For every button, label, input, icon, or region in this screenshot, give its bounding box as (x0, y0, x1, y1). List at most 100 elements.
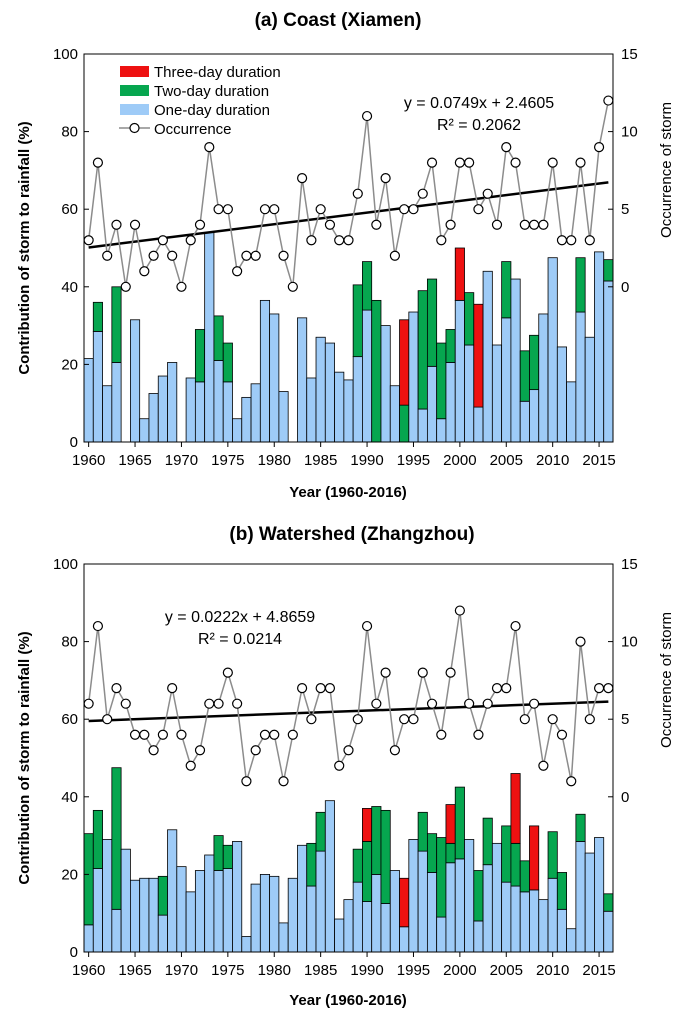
occurrence-point-1968 (157, 729, 168, 740)
bar-one-day-1999 (445, 862, 456, 953)
bar-one-day-2007 (519, 400, 530, 443)
bar-two-day-1989 (352, 284, 363, 358)
bar-one-day-1976 (232, 841, 243, 953)
bar-one-day-1995 (408, 839, 419, 953)
occurrence-point-1990 (361, 620, 373, 632)
bar-one-day-1989 (352, 356, 363, 443)
occurrence-point-1960 (83, 698, 94, 709)
y2-tick-label: 0 (621, 789, 629, 806)
y-tick-label: 0 (70, 944, 78, 961)
bar-one-day-1964 (120, 848, 131, 953)
bar-two-day-2008 (529, 334, 540, 391)
legend-label-two-day: Two-day duration (154, 83, 269, 100)
occurrence-point-1988 (343, 235, 354, 246)
occurrence-point-2015 (593, 142, 605, 153)
chart-panel-coast: (a) Coast (Xiamen) 0 20 40 60 80 100 0 5 10 15 1… (16, 10, 675, 501)
bar-one-day-2007 (519, 891, 530, 953)
y2-axis-label: Occurrence of storm (658, 612, 675, 748)
bar-one-day-1983 (297, 317, 308, 443)
bar-one-day-1980 (269, 875, 280, 953)
bar-two-day-1999 (445, 329, 456, 363)
bar-one-day-1985 (315, 850, 326, 953)
bar-one-day-2016 (603, 910, 614, 953)
legend-label-occurrence: Occurrence (154, 121, 232, 138)
occurrence-point-1961 (92, 157, 104, 168)
occurrence-point-1968 (157, 235, 168, 246)
bar-one-day-1990 (362, 309, 373, 443)
occurrence-point-1986 (324, 219, 336, 230)
occurrence-point-2016 (603, 683, 614, 694)
occurrence-point-1967 (148, 745, 159, 756)
bar-one-day-1972 (194, 870, 206, 953)
x-tick-label: 2005 (490, 962, 523, 979)
occurrence-point-1977 (241, 776, 252, 787)
y-tick-label: 60 (61, 201, 78, 218)
trend-equation: y = 0.0749x + 2.4605 (404, 95, 554, 112)
occurrence-point-2010 (547, 157, 558, 168)
y-tick-label: 80 (61, 634, 78, 651)
occurrence-line (87, 610, 609, 782)
bar-two-day-1998 (436, 837, 447, 918)
bar-one-day-1986 (324, 342, 335, 443)
bar-two-day-2006 (510, 842, 521, 887)
occurrence-point-1987 (334, 235, 345, 246)
bar-two-day-1984 (306, 842, 317, 887)
chart-title: (a) Coast (Xiamen) (255, 10, 422, 31)
bar-three-day-1994 (399, 877, 410, 928)
bar-two-day-1991 (371, 806, 382, 875)
bar-one-day-1993 (389, 870, 400, 953)
bar-one-day-1985 (315, 336, 326, 443)
occurrence-point-2012 (566, 235, 577, 246)
bar-one-day-1961 (92, 868, 103, 953)
x-tick-label: 2000 (443, 452, 476, 469)
occurrence-point-1973 (204, 142, 215, 153)
occurrence-point-1991 (371, 698, 382, 709)
occurrence-point-1970 (176, 281, 187, 292)
occurrence-point-1978 (250, 250, 261, 261)
bar-one-day-1987 (334, 371, 345, 443)
bar-two-day-2002 (473, 870, 484, 922)
y2-tick-label: 5 (621, 711, 629, 728)
occurrence-point-1980 (269, 729, 280, 740)
y-tick-label: 60 (61, 711, 78, 728)
bar-two-day-1997 (426, 833, 438, 873)
bar-two-day-1974 (213, 835, 224, 871)
bar-two-day-2013 (575, 257, 586, 313)
occurrence-point-1976 (232, 698, 243, 709)
bar-one-day-2005 (501, 317, 512, 443)
bar-one-day-1970 (176, 866, 187, 953)
bar-two-day-1972 (194, 329, 206, 383)
bar-two-day-1968 (157, 875, 168, 916)
bar-one-day-1969 (167, 829, 178, 953)
occurrence-point-1962 (102, 714, 113, 725)
bar-one-day-1996 (417, 408, 428, 443)
occurrence-point-1992 (380, 667, 391, 678)
y2-tick-label: 15 (621, 556, 638, 573)
bar-one-day-1988 (343, 379, 354, 443)
x-tick-label: 1985 (304, 452, 337, 469)
x-tick-label: 1970 (165, 452, 198, 469)
y-tick-label: 40 (61, 279, 78, 296)
occurrence-point-2001 (464, 157, 475, 168)
occurrence-point-1963 (111, 219, 122, 230)
occurrence-point-1999 (445, 219, 456, 230)
bar-one-day-1987 (334, 918, 345, 953)
bar-three-day-2006 (510, 773, 521, 844)
y-tick-label: 0 (70, 434, 78, 451)
occurrence-point-1963 (111, 683, 122, 694)
bar-two-day-1999 (445, 842, 456, 864)
occurrence-point-1989 (352, 188, 363, 199)
bar-two-day-1963 (111, 286, 122, 363)
y2-tick-label: 5 (621, 201, 629, 218)
bar-one-day-2010 (547, 877, 558, 953)
legend-swatch-two-day (120, 85, 149, 96)
bar-two-day-2005 (501, 825, 512, 883)
bar-two-day-2016 (603, 259, 614, 282)
occurrence-point-2006 (510, 620, 521, 632)
occurrence-point-1998 (436, 729, 447, 740)
r-squared: R² = 0.0214 (198, 631, 282, 648)
bar-one-day-1976 (232, 418, 243, 443)
occurrence-point-2004 (491, 219, 503, 230)
bar-one-day-2010 (547, 257, 558, 443)
occurrence-point-1998 (436, 235, 447, 246)
